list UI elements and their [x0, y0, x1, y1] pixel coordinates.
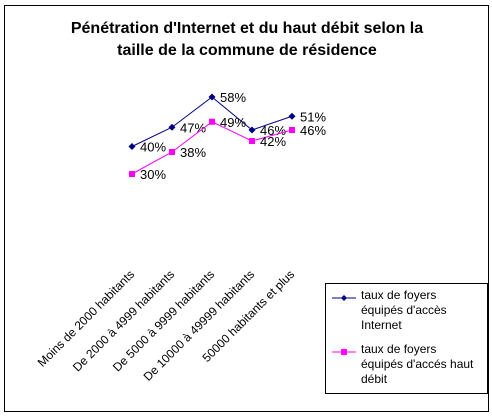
- data-label-broadband-2: 49%: [220, 115, 246, 130]
- data-label-broadband-0: 30%: [140, 167, 166, 182]
- legend-item-internet: taux de foyers équipés d'accès Internet: [326, 288, 487, 338]
- data-label-internet-0: 40%: [140, 140, 166, 155]
- legend-label-broadband: taux de foyers équipés d'accés haut débi…: [361, 342, 485, 387]
- legend-item-broadband: taux de foyers équipés d'accés haut débi…: [326, 342, 487, 392]
- chart-title-line-1: Pénétration d'Internet et du haut débit …: [71, 20, 423, 37]
- point-internet-1: [168, 123, 176, 131]
- legend: taux de foyers équipés d'accès Internet …: [325, 283, 488, 394]
- legend-label-internet-line-3: Internet: [361, 318, 402, 332]
- legend-swatch-broadband: [332, 349, 356, 355]
- chart-frame: Pénétration d'Internet et du haut débit …: [4, 5, 489, 412]
- point-internet-2: [208, 93, 216, 101]
- legend-label-broadband-line-2: équipés d'accés haut: [361, 357, 474, 371]
- data-label-internet-4: 51%: [300, 109, 326, 124]
- chart-title: Pénétration d'Internet et du haut débit …: [71, 20, 423, 59]
- data-label-internet-3: 46%: [260, 123, 286, 138]
- data-label-broadband-4: 46%: [300, 123, 326, 138]
- legend-swatch-internet: [332, 295, 356, 301]
- data-label-broadband-1: 38%: [180, 145, 206, 160]
- point-internet-4: [288, 112, 296, 120]
- data-label-broadband-3: 42%: [260, 134, 286, 149]
- point-broadband-3: [249, 138, 255, 144]
- data-label-internet-1: 47%: [180, 120, 206, 135]
- point-internet-3: [248, 126, 256, 134]
- legend-label-broadband-line-1: taux de foyers: [361, 342, 437, 356]
- line-chart: Pénétration d'Internet et du haut débit …: [35, 20, 423, 384]
- point-broadband-0: [129, 171, 135, 177]
- point-internet-0: [128, 143, 136, 150]
- point-broadband-1: [169, 149, 175, 155]
- legend-label-broadband-line-3: débit: [361, 372, 388, 386]
- plot-area: 40%47%58%46%51%30%38%49%42%46%: [128, 90, 326, 182]
- data-label-internet-2: 58%: [220, 90, 246, 105]
- legend-label-internet: taux de foyers équipés d'accès Internet: [361, 288, 485, 333]
- legend-label-internet-line-1: taux de foyers: [361, 288, 437, 302]
- point-broadband-4: [289, 127, 295, 133]
- legend-label-internet-line-2: équipés d'accès: [361, 303, 447, 317]
- point-broadband-2: [209, 118, 215, 125]
- chart-title-line-2: taille de la commune de résidence: [117, 42, 377, 59]
